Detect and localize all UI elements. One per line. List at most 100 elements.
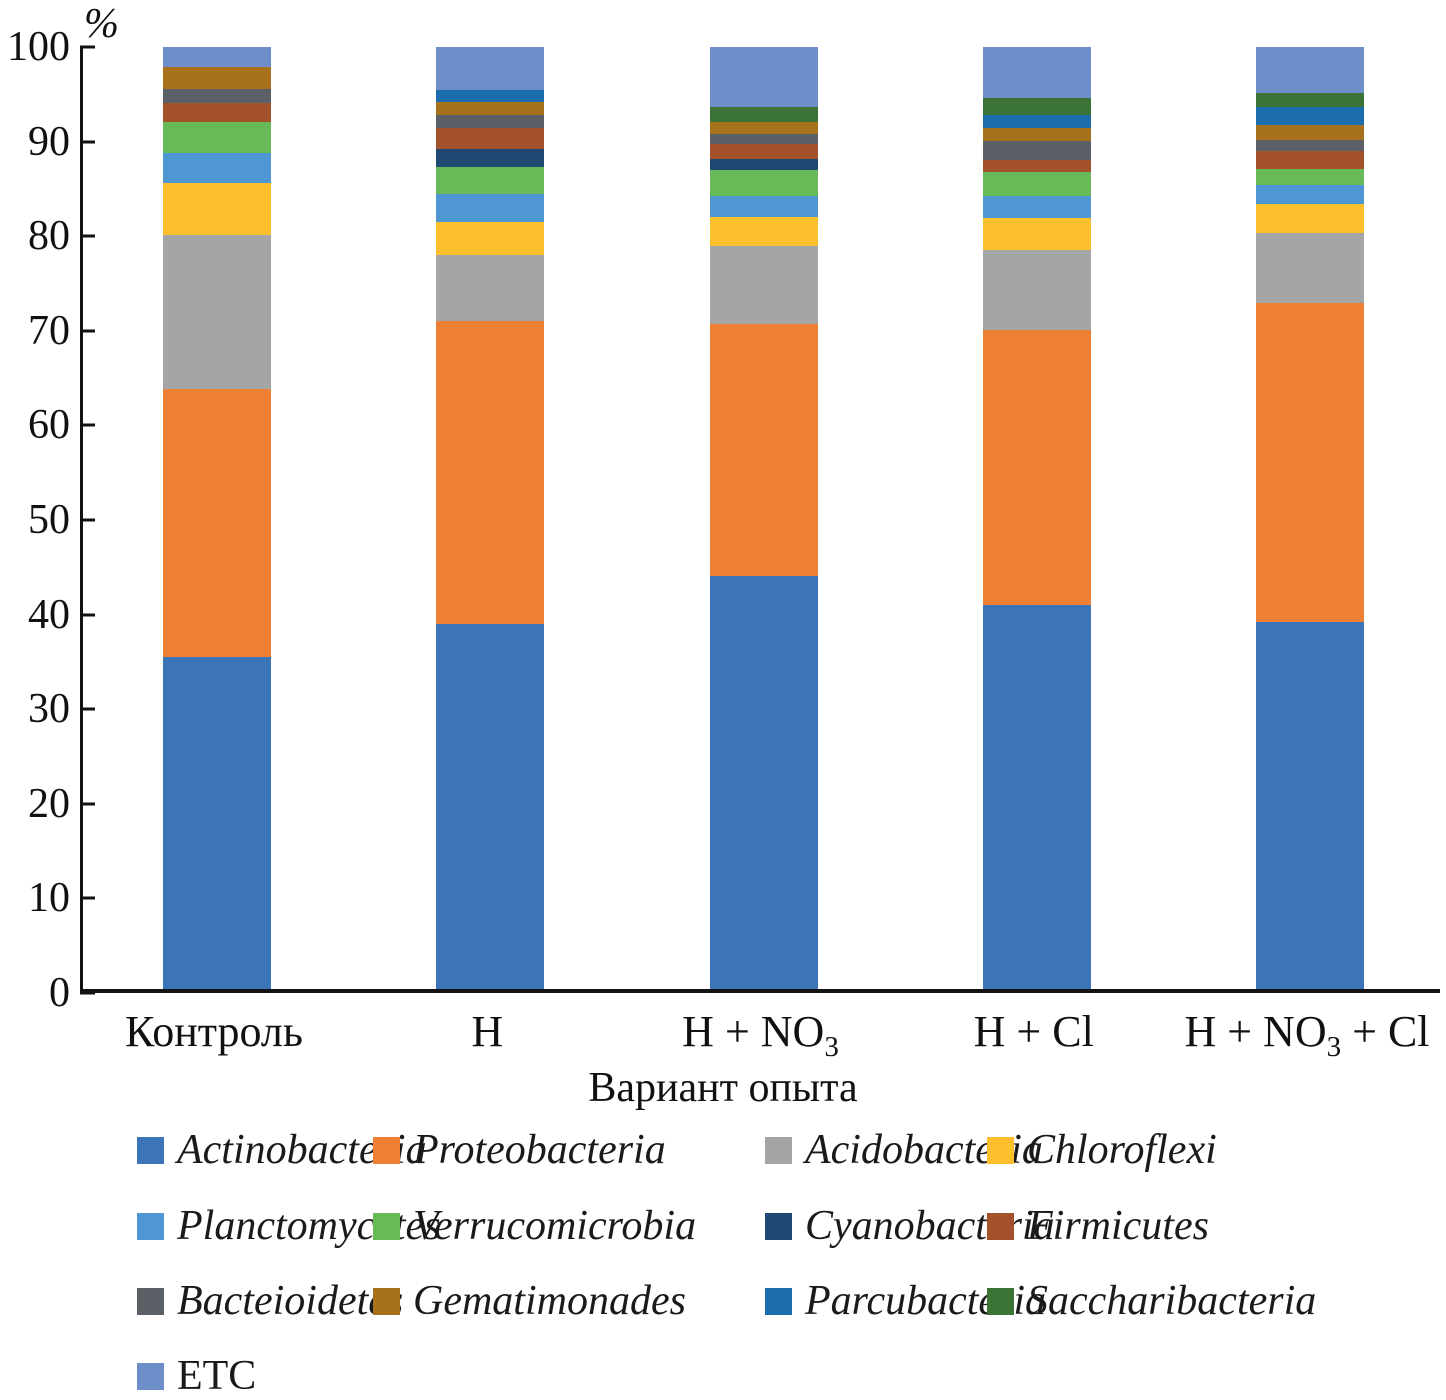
segment-actinobacteria — [709, 576, 818, 989]
x-category-label: Н + NO3 + Cl — [1184, 1007, 1430, 1063]
segment-planctomycetes — [982, 195, 1091, 219]
segment-verrucomicrobia — [982, 172, 1091, 196]
legend-swatch-gematimonades — [373, 1287, 400, 1315]
segment-etc — [709, 47, 818, 108]
y-tick-label: 80 — [28, 213, 70, 260]
y-tick-label: 30 — [28, 686, 70, 733]
segment-actinobacteria — [163, 657, 271, 989]
segment-etc — [1256, 47, 1364, 94]
y-tick-mark — [80, 329, 95, 333]
legend-item-bacteioidetes: Bacteioidetes — [137, 1277, 403, 1325]
segment-proteobacteria — [163, 388, 271, 658]
bar-1 — [163, 47, 271, 989]
segment-firmicutes — [709, 144, 818, 160]
legend-swatch-bacteioidetes — [137, 1287, 164, 1315]
segment-chloroflexi — [163, 182, 271, 236]
plot-area — [80, 47, 1440, 993]
y-axis-unit-label: % — [84, 1, 119, 47]
segment-verrucomicrobia — [163, 122, 271, 154]
segment-chloroflexi — [436, 222, 545, 256]
legend-item-chloroflexi: Chloroflexi — [987, 1126, 1217, 1174]
segment-proteobacteria — [1256, 303, 1364, 622]
x-axis-title: Вариант опыта — [588, 1065, 858, 1111]
legend-item-proteobacteria: Proteobacteria — [373, 1126, 666, 1174]
segment-firmicutes — [1256, 150, 1364, 169]
y-tick-mark — [80, 518, 95, 522]
segment-parcubacteria — [436, 90, 545, 102]
segment-etc — [163, 47, 271, 67]
y-tick-label: 0 — [49, 970, 70, 1016]
y-tick-mark — [80, 707, 95, 711]
segment-proteobacteria — [436, 321, 545, 624]
bar-5 — [1256, 47, 1364, 989]
segment-verrucomicrobia — [709, 170, 818, 196]
y-tick-mark — [80, 45, 95, 49]
legend-swatch-planctomycetes — [137, 1212, 164, 1240]
legend-item-saccharibacteria: Saccharibacteria — [987, 1277, 1316, 1325]
y-tick-label: 100 — [7, 24, 70, 70]
legend-item-etc: ETC — [137, 1352, 256, 1400]
segment-planctomycetes — [163, 153, 271, 183]
y-tick-mark — [80, 423, 95, 427]
segment-gematimonades — [436, 101, 545, 115]
legend-swatch-proteobacteria — [373, 1136, 400, 1164]
legend-label: ETC — [177, 1353, 257, 1399]
y-tick-mark — [80, 896, 95, 900]
x-category-label: Контроль — [125, 1007, 303, 1056]
segment-etc — [982, 47, 1091, 98]
legend-item-verrucomicrobia: Verrucomicrobia — [373, 1202, 696, 1250]
y-tick-label: 40 — [28, 591, 70, 638]
segment-gematimonades — [709, 122, 818, 134]
segment-cyanobacteria — [436, 148, 545, 167]
y-tick-label: 90 — [28, 118, 70, 165]
legend-swatch-firmicutes — [987, 1212, 1014, 1240]
segment-bacteioidetes — [709, 133, 818, 145]
segment-verrucomicrobia — [1256, 168, 1364, 185]
legend-label: Chloroflexi — [1027, 1127, 1217, 1173]
segment-acidobacteria — [982, 250, 1091, 330]
segment-planctomycetes — [709, 195, 818, 217]
segment-firmicutes — [982, 160, 1091, 173]
segment-parcubacteria — [1256, 107, 1364, 126]
x-category-label: Н — [471, 1007, 504, 1056]
legend-swatch-parcubacteria — [765, 1287, 792, 1315]
legend-label: Bacteioidetes — [177, 1278, 404, 1324]
y-tick-label: 50 — [28, 497, 70, 543]
bar-2 — [436, 47, 545, 989]
y-tick-mark — [80, 613, 95, 617]
legend-swatch-chloroflexi — [987, 1136, 1014, 1164]
legend-swatch-saccharibacteria — [987, 1287, 1014, 1315]
y-tick-mark — [80, 991, 95, 995]
legend-item-firmicutes: Firmicutes — [987, 1202, 1209, 1250]
segment-etc — [436, 47, 545, 91]
segment-actinobacteria — [982, 604, 1091, 989]
legend-label: Verrucomicrobia — [413, 1203, 697, 1249]
y-tick-label: 20 — [28, 780, 70, 827]
segment-verrucomicrobia — [436, 166, 545, 194]
segment-acidobacteria — [436, 255, 545, 322]
segment-actinobacteria — [436, 623, 545, 989]
segment-parcubacteria — [982, 114, 1091, 129]
segment-saccharibacteria — [1256, 93, 1364, 108]
segment-bacteioidetes — [1256, 140, 1364, 151]
segment-proteobacteria — [982, 329, 1091, 605]
bar-4 — [982, 47, 1091, 989]
segment-proteobacteria — [709, 323, 818, 577]
legend-item-acidobacteria: Acidobacteria — [765, 1126, 1043, 1174]
legend-swatch-etc — [137, 1362, 164, 1390]
segment-saccharibacteria — [709, 107, 818, 123]
bar-3 — [709, 47, 818, 989]
legend-swatch-acidobacteria — [765, 1136, 792, 1164]
y-tick-label: 70 — [28, 307, 70, 354]
x-category-label: Н + Cl — [973, 1007, 1094, 1056]
segment-planctomycetes — [436, 193, 545, 223]
segment-gematimonades — [163, 66, 271, 90]
y-tick-label: 10 — [28, 875, 70, 922]
segment-acidobacteria — [709, 245, 818, 324]
y-tick-mark — [80, 802, 95, 806]
legend-swatch-verrucomicrobia — [373, 1212, 400, 1240]
legend-label: Saccharibacteria — [1027, 1278, 1317, 1324]
segment-gematimonades — [1256, 125, 1364, 141]
segment-bacteioidetes — [436, 114, 545, 129]
